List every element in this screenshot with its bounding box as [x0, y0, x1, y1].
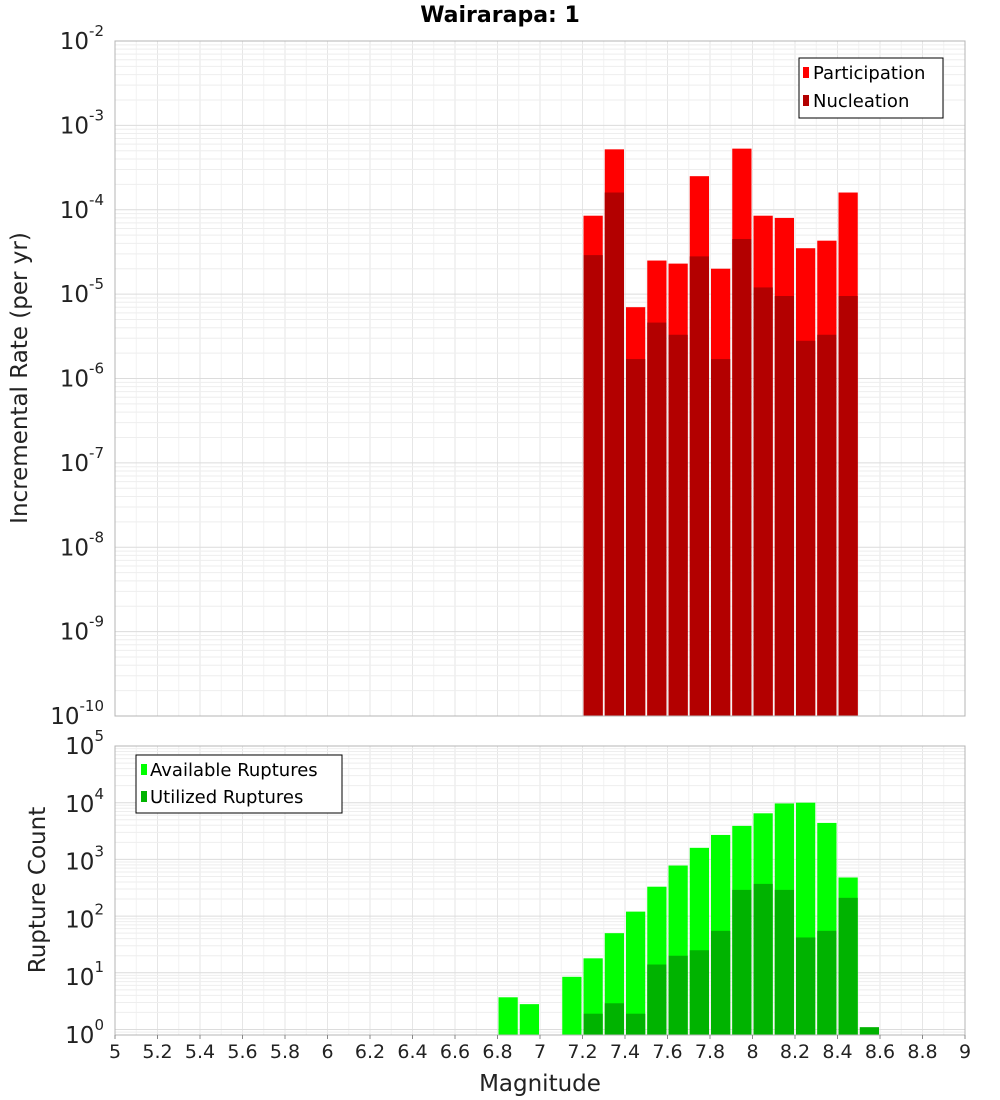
available-ruptures-bar — [562, 976, 582, 1035]
nucleation-bar — [711, 359, 731, 716]
rate-y-tick-labels: 10-10 10-9 10-8 10-7 10-6 10-5 10-4 10-3 10-2 — [50, 22, 104, 730]
utilized-ruptures-bar — [604, 1003, 624, 1035]
chart-title: Wairarapa: 1 — [420, 3, 580, 28]
x-tick-label: 5 — [109, 1041, 121, 1063]
x-tick-label: 8.6 — [865, 1041, 895, 1063]
x-tick-label: 9 — [959, 1041, 971, 1063]
utilized-ruptures-bar — [817, 930, 837, 1035]
x-tick-label: 8.2 — [780, 1041, 810, 1063]
utilized-ruptures-bar — [796, 937, 816, 1035]
x-tick-label: 7.8 — [695, 1041, 725, 1063]
utilized-ruptures-bar — [859, 1027, 879, 1035]
nucleation-bar — [732, 239, 752, 716]
rate-y-tick-label: 10-6 — [60, 360, 104, 393]
count-legend: Available Ruptures Utilized Ruptures — [135, 754, 343, 814]
available-ruptures-legend-label: Available Ruptures — [150, 760, 318, 781]
rate-y-tick-label: 10-9 — [60, 613, 104, 646]
rate-y-tick-label: 10-4 — [60, 191, 104, 224]
utilized-ruptures-bar — [711, 930, 731, 1035]
nucleation-bar — [604, 192, 624, 717]
count-bars — [498, 802, 879, 1035]
x-tick-label: 7.4 — [610, 1041, 640, 1063]
rate-panel: 10-10 10-9 10-8 10-7 10-6 10-5 10-4 10-3 10-2 In… — [7, 22, 966, 730]
available-ruptures-legend-swatch — [141, 764, 147, 775]
participation-legend-swatch — [803, 67, 809, 78]
x-tick-label: 8 — [746, 1041, 758, 1063]
nucleation-bar — [626, 359, 646, 716]
utilized-ruptures-bar — [732, 889, 752, 1035]
available-ruptures-bar — [519, 1004, 539, 1035]
count-y-tick-label: 101 — [65, 958, 104, 991]
count-y-tick-label: 103 — [65, 843, 104, 876]
x-tick-label: 6.4 — [397, 1041, 427, 1063]
nucleation-bar — [796, 340, 816, 716]
magnitude-x-tick-labels: 5 5.2 5.4 5.6 5.8 6 6.2 6.4 6.6 6.8 7 7.2 7.4 7.6 7.8 8… — [109, 1035, 971, 1063]
available-ruptures-bar — [626, 911, 646, 1035]
rate-y-tick-label: 10-7 — [60, 444, 104, 477]
x-tick-label: 5.2 — [142, 1041, 172, 1063]
nucleation-legend-swatch — [803, 95, 809, 106]
rate-bars — [583, 148, 858, 717]
utilized-ruptures-bar — [668, 955, 688, 1035]
count-y-tick-label: 105 — [65, 727, 104, 760]
x-tick-label: 8.8 — [907, 1041, 937, 1063]
utilized-ruptures-bar — [689, 950, 709, 1035]
x-tick-label: 8.4 — [822, 1041, 852, 1063]
utilized-ruptures-legend-swatch — [141, 791, 147, 802]
utilized-ruptures-bar — [583, 1013, 603, 1035]
x-tick-label: 7.2 — [567, 1041, 597, 1063]
count-y-tick-labels: 100 101 102 103 104 105 — [65, 727, 104, 1049]
magnitude-x-axis-title: Magnitude — [479, 1071, 601, 1097]
x-tick-label: 6.8 — [482, 1041, 512, 1063]
rate-y-tick-label: 10-2 — [60, 22, 104, 55]
nucleation-bar — [668, 334, 688, 716]
x-tick-label: 5.6 — [227, 1041, 257, 1063]
nucleation-bar — [817, 334, 837, 716]
x-tick-label: 6 — [321, 1041, 333, 1063]
utilized-ruptures-bar — [647, 964, 667, 1035]
nucleation-bar — [838, 296, 858, 716]
participation-legend-label: Participation — [813, 63, 925, 84]
nucleation-bar — [753, 287, 773, 716]
rate-plot-frame — [114, 40, 966, 717]
count-legend-box — [135, 754, 343, 814]
available-ruptures-bar — [498, 997, 518, 1035]
utilized-ruptures-bar — [838, 897, 858, 1035]
x-tick-label: 5.8 — [270, 1041, 300, 1063]
utilized-ruptures-bar — [774, 889, 794, 1035]
rate-y-tick-label: 10-5 — [60, 275, 104, 308]
count-y-tick-label: 100 — [65, 1016, 104, 1049]
x-tick-label: 6.6 — [440, 1041, 470, 1063]
count-y-axis-title: Rupture Count — [25, 807, 51, 973]
utilized-ruptures-bar — [753, 883, 773, 1035]
x-tick-label: 5.4 — [185, 1041, 215, 1063]
nucleation-legend-label: Nucleation — [813, 91, 909, 112]
count-y-tick-label: 104 — [65, 785, 104, 818]
rate-legend-box — [798, 57, 944, 119]
rate-gridlines — [114, 40, 966, 717]
count-y-tick-label: 102 — [65, 900, 104, 933]
rate-y-tick-label: 10-8 — [60, 528, 104, 561]
utilized-ruptures-bar — [626, 1013, 646, 1035]
nucleation-bar — [647, 322, 667, 716]
rate-y-axis-title: Incremental Rate (per yr) — [7, 232, 33, 524]
utilized-ruptures-legend-label: Utilized Ruptures — [150, 787, 303, 808]
rate-y-tick-label: 10-10 — [50, 697, 104, 730]
x-tick-label: 6.2 — [355, 1041, 385, 1063]
rate-y-tick-label: 10-3 — [60, 106, 104, 139]
count-panel: 100 101 102 103 104 105 5 5.2 5.4 5.6 5.8 6 6.2 6.4 6… — [25, 727, 971, 1097]
nucleation-bar — [583, 255, 603, 716]
x-tick-label: 7.6 — [652, 1041, 682, 1063]
nucleation-bar — [689, 256, 709, 716]
rate-legend: Participation Nucleation — [798, 57, 944, 119]
x-tick-label: 7 — [534, 1041, 546, 1063]
nucleation-bar — [774, 296, 794, 716]
